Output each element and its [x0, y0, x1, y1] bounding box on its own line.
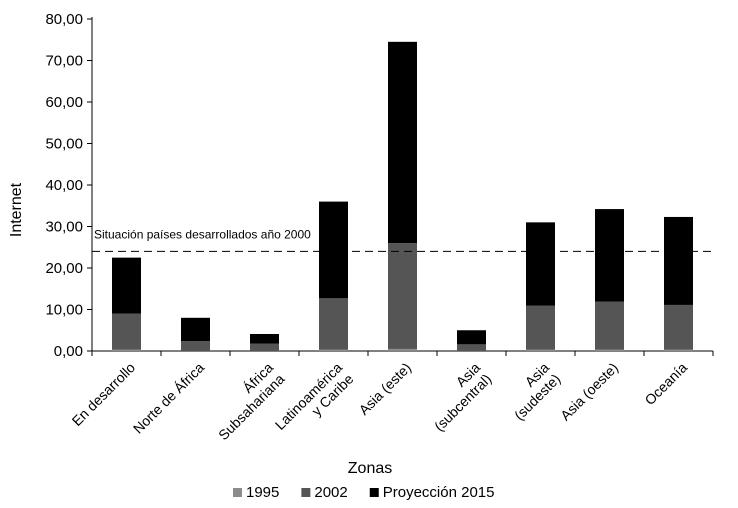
- category-label: Asia (oeste): [557, 359, 621, 423]
- x-axis-title: Zonas: [348, 460, 392, 477]
- legend-swatch: [301, 488, 311, 497]
- bar-proyecci-n-2015: [457, 330, 486, 345]
- category-label: En desarrollo: [69, 359, 139, 429]
- bar-proyecci-n-2015: [664, 216, 693, 305]
- bar-proyecci-n-2015: [181, 317, 210, 342]
- bar-2002: [181, 341, 210, 351]
- bar-2002: [112, 313, 141, 350]
- bar-2002: [526, 305, 555, 350]
- bar-proyecci-n-2015: [526, 222, 555, 306]
- bar-2002: [388, 243, 417, 349]
- bar-1995: [388, 348, 417, 351]
- category-label: Norte de África: [130, 359, 207, 436]
- y-tick-label: 20,00: [45, 260, 83, 277]
- bar-2002: [595, 301, 624, 350]
- y-tick-label: 70,00: [45, 53, 83, 70]
- bar-1995: [526, 349, 555, 351]
- legend-label: Proyección 2015: [383, 484, 495, 501]
- bar-1995: [319, 349, 348, 351]
- legend-label: 1995: [246, 484, 279, 501]
- y-tick-label: 30,00: [45, 219, 83, 236]
- y-tick-label: 60,00: [45, 94, 83, 111]
- category-label: Asia (este): [356, 359, 415, 418]
- y-tick-label: 80,00: [45, 11, 83, 28]
- bar-proyecci-n-2015: [250, 333, 279, 344]
- bar-proyecci-n-2015: [595, 209, 624, 302]
- bar-proyecci-n-2015: [388, 41, 417, 244]
- bar-2002: [250, 343, 279, 351]
- legend-swatch: [369, 488, 379, 497]
- y-tick-label: 50,00: [45, 136, 83, 153]
- y-tick-label: 0,00: [54, 343, 83, 360]
- bar-1995: [112, 349, 141, 351]
- legend-label: 2002: [314, 484, 347, 501]
- y-tick-label: 40,00: [45, 177, 83, 194]
- legend-swatch: [233, 488, 242, 497]
- bar-2002: [664, 304, 693, 350]
- category-label: Oceanía: [641, 359, 690, 408]
- bar-2002: [457, 344, 486, 351]
- bar-1995: [664, 349, 693, 351]
- bar-proyecci-n-2015: [112, 257, 141, 314]
- reference-line-label: Situación países desarrollados año 2000: [94, 227, 311, 241]
- y-axis-title: Internet: [8, 182, 25, 237]
- bar-2002: [319, 298, 348, 350]
- bar-1995: [595, 349, 624, 351]
- bar-proyecci-n-2015: [319, 201, 348, 299]
- y-tick-label: 10,00: [45, 302, 83, 319]
